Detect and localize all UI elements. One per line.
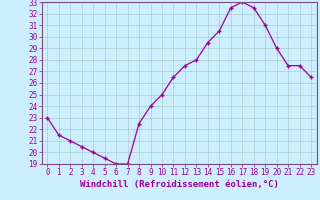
X-axis label: Windchill (Refroidissement éolien,°C): Windchill (Refroidissement éolien,°C)	[80, 180, 279, 189]
